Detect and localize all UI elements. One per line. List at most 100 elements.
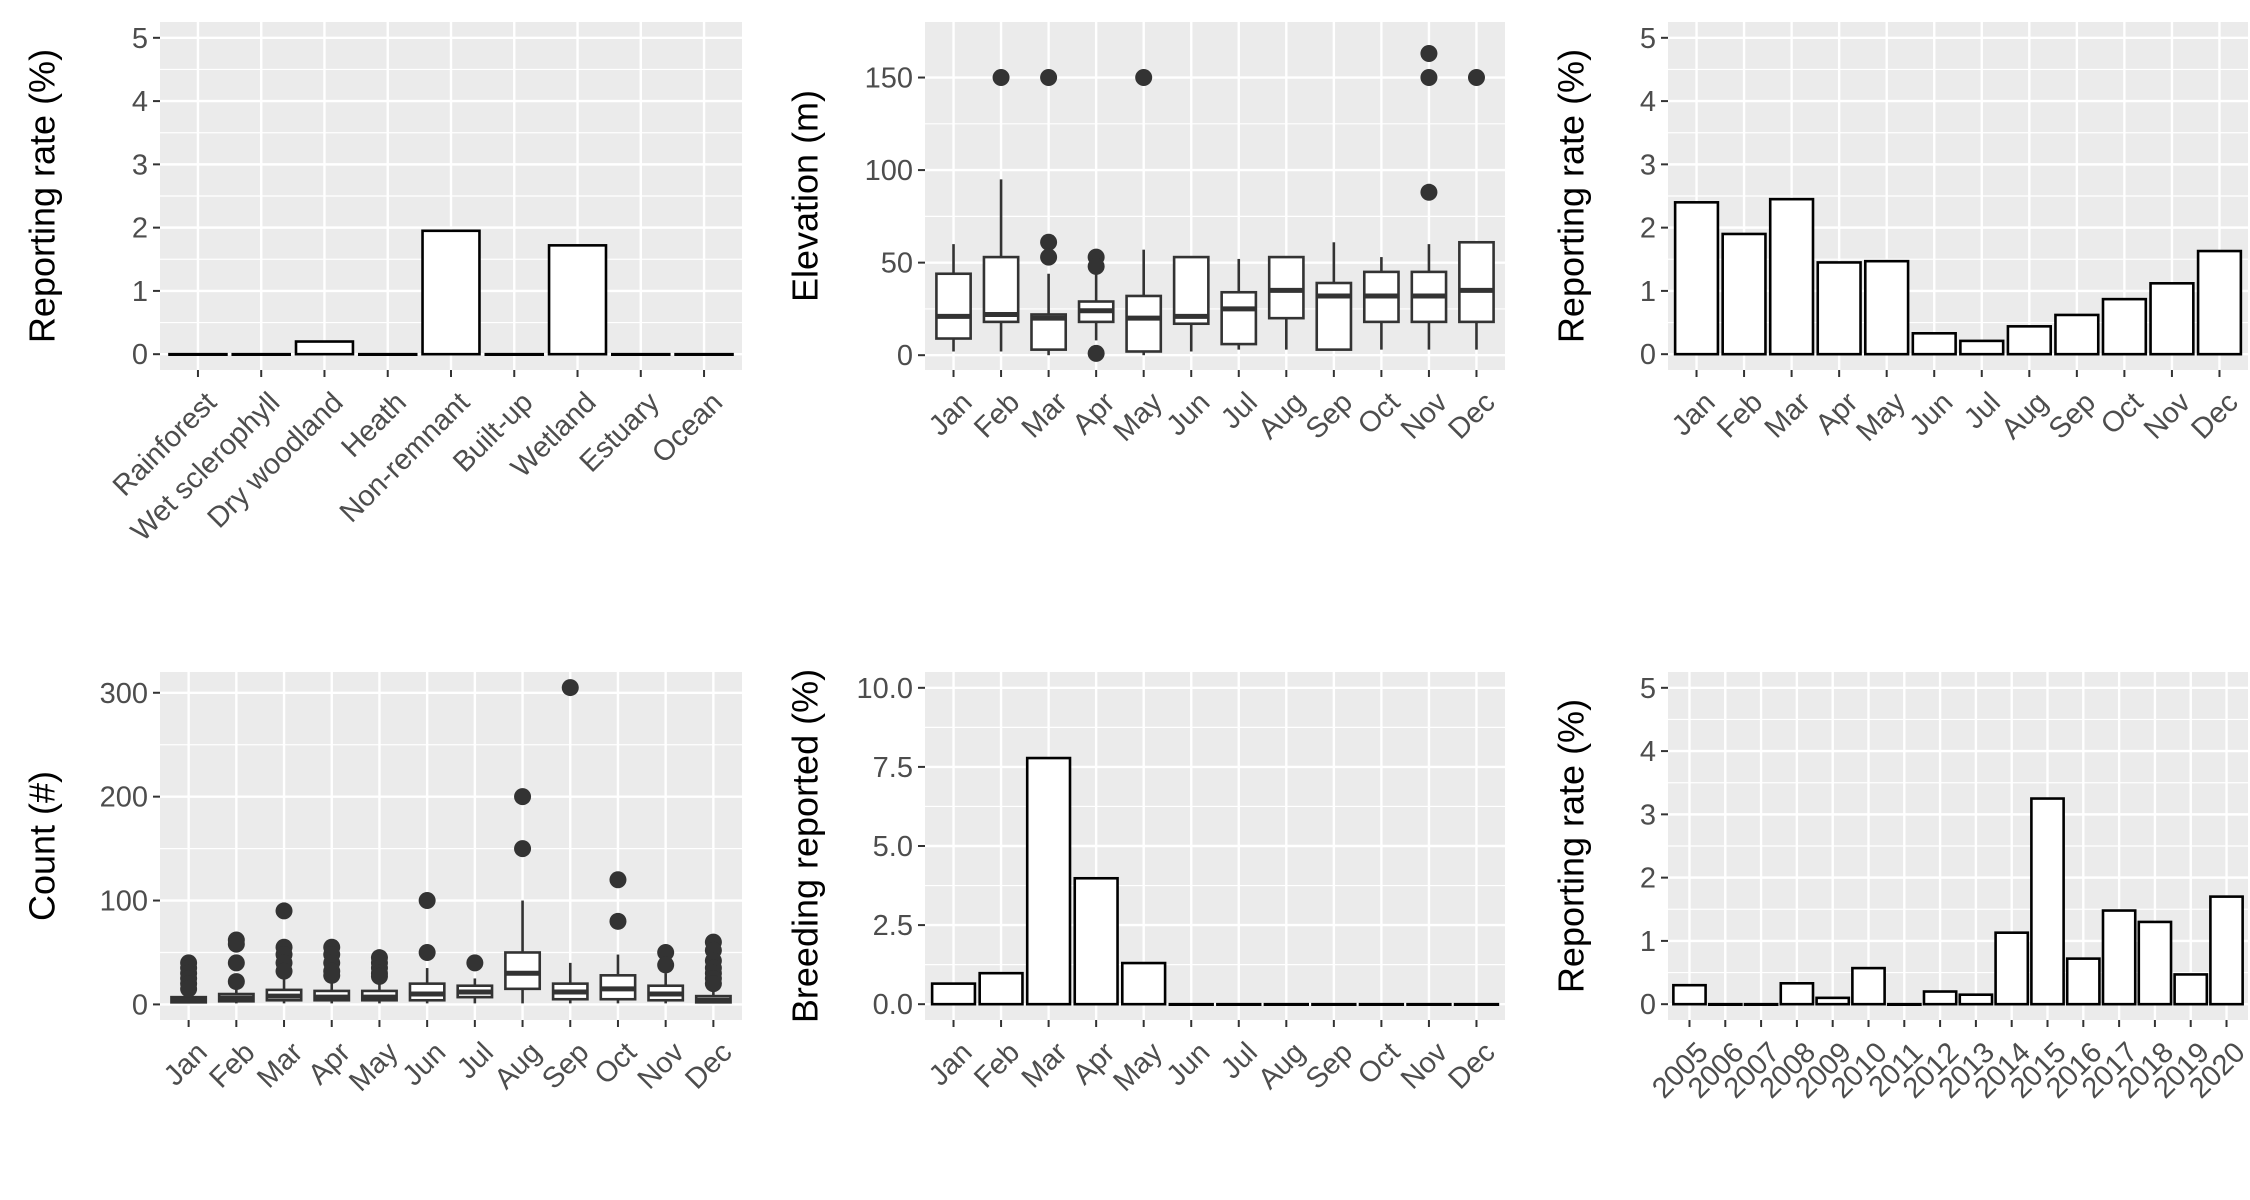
- bar: [1168, 1002, 1214, 1006]
- bar: [1815, 996, 1851, 1006]
- y-tick-labels: 0 1 2 3 4 5: [132, 23, 148, 371]
- y-axis-title: Breeding reported (%): [785, 669, 826, 1023]
- bar: [484, 352, 545, 356]
- outlier-point: [609, 912, 627, 930]
- outlier-point: [1040, 233, 1058, 251]
- box-body: [1125, 294, 1163, 353]
- bar: [2101, 297, 2148, 356]
- bar: [1911, 332, 1957, 356]
- y-axis-title: Elevation (m): [785, 90, 826, 302]
- bar: [1672, 983, 1707, 1006]
- box-body: [935, 272, 972, 340]
- y-tick-labels: 0 1 2 3 4 5: [1640, 23, 1656, 371]
- y-tick-label: 3: [1640, 149, 1656, 181]
- y-tick-label: 4: [1640, 86, 1656, 118]
- bar: [421, 229, 481, 356]
- bar: [1743, 1002, 1779, 1006]
- y-tick-label: 0: [897, 340, 913, 372]
- y-tick-label: 1: [132, 276, 148, 308]
- y-tick-label: 300: [100, 678, 148, 710]
- bar: [1958, 993, 1994, 1006]
- bar: [611, 352, 671, 356]
- bar: [1453, 1002, 1500, 1006]
- y-tick-label: 4: [132, 86, 148, 118]
- bar: [2137, 920, 2173, 1006]
- bar: [674, 352, 734, 356]
- y-tick-label: 7.5: [873, 752, 913, 784]
- outlier-point: [704, 975, 722, 993]
- bar: [2030, 797, 2065, 1006]
- panel-breeding-by-month: 0.02.55.07.510.0 JanFebMarAprMayJunJulAu…: [785, 669, 1505, 1098]
- outlier-point: [227, 935, 245, 953]
- bar: [2149, 282, 2195, 356]
- bar: [1959, 339, 2005, 356]
- y-tick-label: 0: [132, 339, 148, 371]
- outlier-point: [561, 679, 579, 697]
- bar: [1263, 1002, 1310, 1006]
- bar: [1779, 982, 1815, 1006]
- bar: [1863, 259, 1910, 356]
- box-body: [1220, 290, 1258, 346]
- bar: [1886, 1002, 1922, 1006]
- outlier-point: [657, 943, 675, 961]
- outlier-point: [992, 69, 1010, 87]
- y-tick-label: 3: [1640, 799, 1656, 831]
- y-tick-label: 1: [1640, 276, 1656, 308]
- y-axis-title: Reporting rate (%): [1551, 49, 1592, 343]
- plot-area: [918, 22, 1505, 377]
- plot-area: [918, 672, 1505, 1027]
- bar: [2006, 325, 2053, 356]
- box-body: [1315, 281, 1353, 351]
- y-tick-label: 150: [865, 63, 913, 95]
- outlier-point: [227, 973, 245, 991]
- panel-yearly-reporting-rate: 0 1 2 3 4 5 200520062007200820092010201120122…: [1551, 672, 2250, 1105]
- panel-background: [160, 672, 742, 1020]
- bar: [1768, 197, 1815, 356]
- bar: [2196, 249, 2243, 356]
- y-tick-label: 1: [1640, 926, 1656, 958]
- outlier-point: [323, 966, 341, 984]
- y-tick-label: 2: [132, 213, 148, 245]
- outlier-point: [514, 788, 532, 806]
- y-tick-label: 10.0: [857, 673, 913, 705]
- bar: [1025, 756, 1072, 1006]
- y-tick-label: 2.5: [873, 910, 913, 942]
- bar: [168, 352, 228, 356]
- outlier-point: [1087, 344, 1105, 362]
- plot-area: [153, 672, 742, 1027]
- bar: [2209, 895, 2244, 1006]
- bar: [1216, 1002, 1262, 1006]
- y-tick-labels: 0 50 100 150: [865, 63, 913, 373]
- bar: [1994, 931, 2030, 1006]
- y-axis-title: Reporting rate (%): [1551, 699, 1592, 993]
- box-body: [1267, 255, 1305, 320]
- y-tick-label: 0: [1640, 989, 1656, 1021]
- bar: [357, 352, 418, 356]
- outlier-point: [227, 954, 245, 972]
- bar: [1406, 1002, 1452, 1006]
- y-tick-label: 0: [132, 989, 148, 1021]
- y-axis-title: Reporting rate (%): [22, 49, 63, 343]
- y-tick-label: 4: [1640, 736, 1656, 768]
- outlier-point: [466, 954, 484, 972]
- y-tick-label: 5.0: [873, 831, 913, 863]
- plot-area: [1661, 22, 2248, 377]
- outlier-point: [1420, 69, 1438, 87]
- outlier-point: [1467, 69, 1485, 87]
- outlier-point: [1420, 44, 1438, 62]
- bar: [231, 352, 291, 356]
- bar: [2054, 313, 2100, 356]
- bar: [1120, 961, 1167, 1006]
- panel-background: [925, 22, 1505, 370]
- plot-area: [1661, 672, 2248, 1027]
- bar: [978, 971, 1024, 1006]
- box-body: [1458, 240, 1495, 324]
- outlier-point: [514, 840, 532, 858]
- outlier-point: [1040, 69, 1058, 87]
- outlier-point: [1420, 183, 1438, 201]
- y-tick-label: 5: [132, 23, 148, 55]
- y-tick-label: 5: [1640, 673, 1656, 705]
- y-tick-label: 200: [100, 782, 148, 814]
